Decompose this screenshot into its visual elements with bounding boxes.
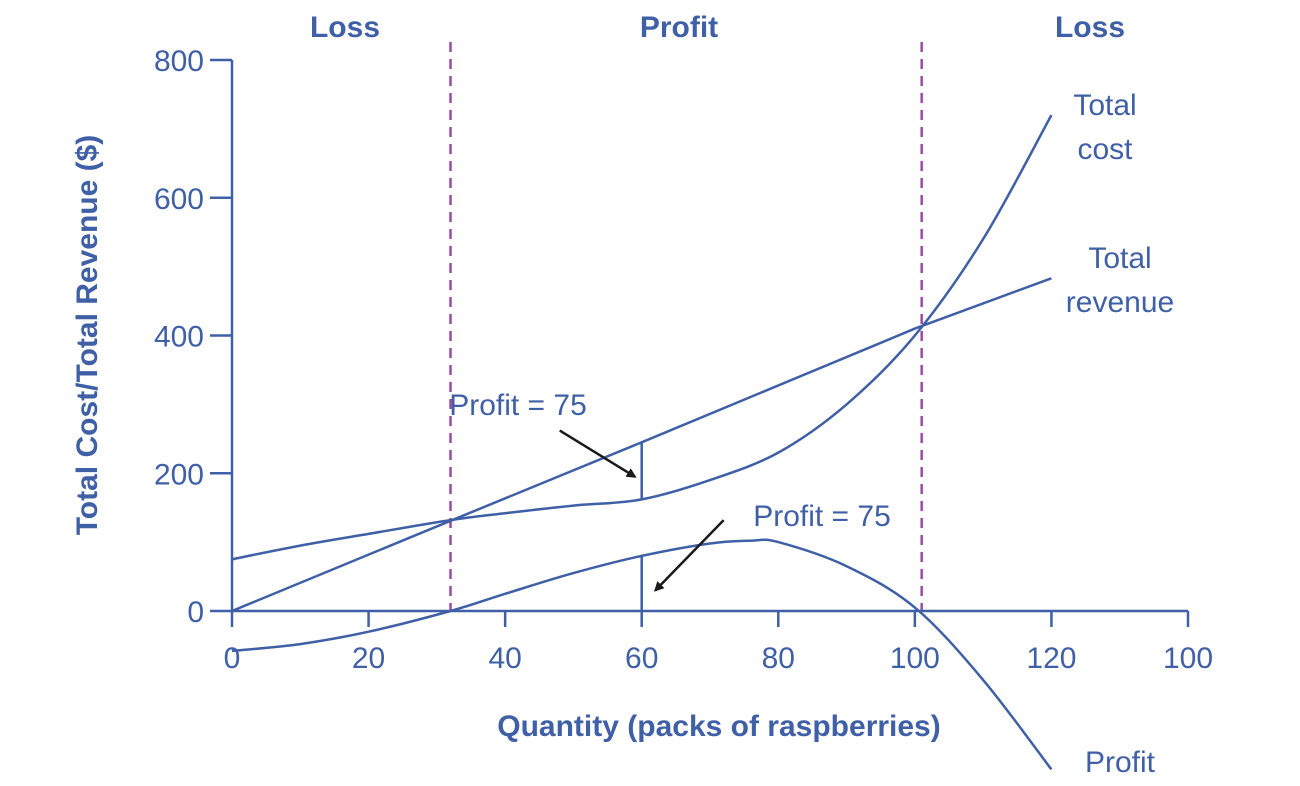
profit-series-label: Profit [1085, 746, 1156, 779]
x-tick-label: 60 [625, 642, 658, 675]
y-tick-label: 0 [187, 596, 204, 629]
total-revenue-series-label: revenue [1066, 286, 1174, 319]
y-tick-label: 200 [154, 458, 204, 491]
x-axis-title: Quantity (packs of raspberries) [497, 710, 940, 743]
y-axis-title: Total Cost/Total Revenue ($) [71, 135, 104, 536]
total-revenue-series-label: Total [1088, 242, 1151, 275]
x-tick-label: 0 [224, 642, 241, 675]
profit-annotation-label: Profit = 75 [753, 500, 891, 533]
x-tick-label: 40 [488, 642, 521, 675]
total-cost-line [231, 114, 1053, 561]
x-tick-label: 80 [762, 642, 795, 675]
profit-arrow [653, 519, 725, 592]
y-tick-label: 800 [154, 45, 204, 78]
x-tick-label: 100 [890, 642, 940, 675]
total-cost-series-label: Total [1073, 89, 1136, 122]
y-tick-label: 600 [154, 183, 204, 216]
profit-annotation-label: Profit = 75 [449, 389, 587, 422]
y-tick-label: 400 [154, 321, 204, 354]
region-label-loss: Loss [1055, 11, 1125, 44]
region-label-profit: Profit [640, 11, 718, 44]
x-tick-label: 120 [1026, 642, 1076, 675]
x-tick-label: 20 [352, 642, 385, 675]
profit-line [231, 538, 1053, 771]
x-tick-label: 100 [1163, 642, 1213, 675]
region-label-loss: Loss [310, 11, 380, 44]
total-cost-series-label: cost [1077, 133, 1133, 166]
profit-arrow [559, 429, 637, 478]
